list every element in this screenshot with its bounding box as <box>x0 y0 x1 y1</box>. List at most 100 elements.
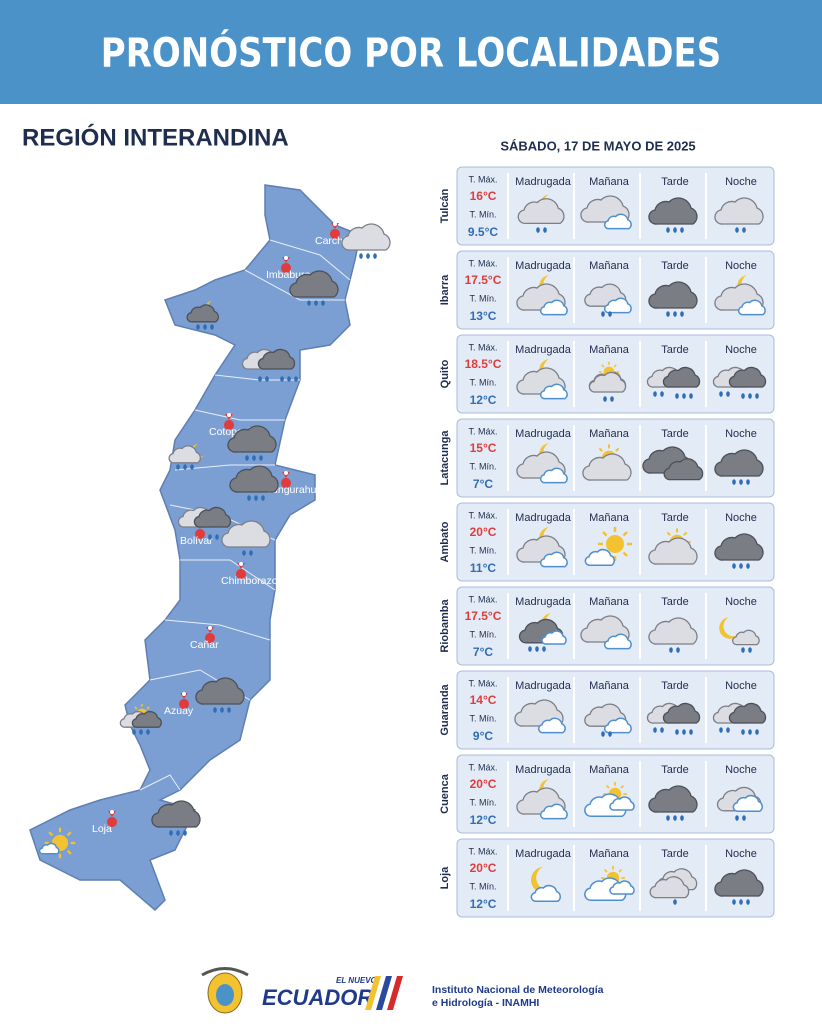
period-label: Noche <box>725 260 757 272</box>
dark-cloud <box>662 366 701 388</box>
rain-drop <box>536 227 540 233</box>
dark-cloud <box>186 304 219 323</box>
sun-ray <box>605 784 610 789</box>
tmax-label: T. Máx. <box>468 762 497 772</box>
map-pin <box>224 414 235 431</box>
period-label: Mañana <box>589 428 630 440</box>
weather-icon <box>168 443 204 470</box>
icon-part <box>714 533 764 561</box>
cloud <box>649 876 690 899</box>
period-label: Tarde <box>661 848 689 860</box>
period-label: Tarde <box>661 176 689 188</box>
rain-drop <box>726 391 730 397</box>
icon-part <box>648 617 698 645</box>
rain-drop <box>601 311 605 317</box>
rain-drop <box>208 534 212 540</box>
period-label: Madrugada <box>515 764 572 776</box>
rain-drop <box>252 455 256 461</box>
sun-ray <box>613 364 617 368</box>
white-cloud <box>541 630 567 645</box>
rain-drop <box>739 899 743 905</box>
period-label: Madrugada <box>515 260 572 272</box>
tmin-label: T. Mín. <box>469 209 496 219</box>
weather-icon <box>289 270 339 306</box>
rain-drop <box>249 550 253 556</box>
rain-drop <box>732 563 736 569</box>
tmax-value: 20°C <box>470 777 497 791</box>
icon-part <box>649 876 690 899</box>
tmin-label: T. Mín. <box>469 629 496 639</box>
weather-icon <box>646 702 701 735</box>
dark-cloud <box>648 785 698 813</box>
tmax-label: T. Máx. <box>468 510 497 520</box>
weather-icon <box>648 785 698 821</box>
icon-part <box>588 371 627 393</box>
icon-part <box>714 449 764 477</box>
coat-of-arms-center <box>216 984 234 1006</box>
city-name: Tulcán <box>439 188 451 223</box>
rain-drop <box>543 227 547 233</box>
weather-icon <box>530 866 561 902</box>
page-title: PRONÓSTICO POR LOCALIDADES <box>101 29 721 76</box>
rain-drop <box>689 393 693 399</box>
weather-icon <box>584 782 635 817</box>
icon-part <box>151 800 201 828</box>
dark-cloud <box>227 425 277 453</box>
weather-icon <box>516 527 568 568</box>
period-label: Madrugada <box>515 848 572 860</box>
weather-icon <box>646 366 701 399</box>
weather-icon <box>38 827 76 859</box>
rain-drop <box>196 324 200 330</box>
rain-drop <box>676 647 680 653</box>
white-cloud <box>609 880 635 895</box>
sun-ray <box>683 531 688 536</box>
rain-drop <box>245 455 249 461</box>
icon-part <box>131 710 162 728</box>
map-label: Tungurahua <box>266 484 322 496</box>
rain-drop <box>176 830 180 836</box>
brand-stripe <box>387 976 403 1010</box>
period-label: Tarde <box>661 260 689 272</box>
white-cloud <box>603 297 632 314</box>
icon-part <box>539 803 568 820</box>
sun-ray <box>622 531 628 537</box>
white-cloud <box>38 842 60 855</box>
rain-drop <box>719 727 723 733</box>
period-label: Mañana <box>589 512 630 524</box>
rain-drop <box>673 899 677 905</box>
icon-part <box>517 198 565 225</box>
period-label: Mañana <box>589 680 630 692</box>
dark-cloud <box>648 197 698 225</box>
rain-drop <box>373 253 377 259</box>
rain-drop <box>746 479 750 485</box>
rain-drop <box>653 391 657 397</box>
tmax-value: 17.5°C <box>465 273 502 287</box>
weather-icon <box>241 348 298 382</box>
sun-ray <box>66 831 72 837</box>
map-pin-dot <box>333 222 337 226</box>
white-cloud <box>539 299 568 316</box>
dark-cloud <box>714 533 764 561</box>
sun-ray <box>601 364 605 368</box>
dark-cloud <box>714 449 764 477</box>
rain-drop <box>675 393 679 399</box>
white-cloud <box>539 803 568 820</box>
rain-drop <box>666 311 670 317</box>
tmin-value: 7°C <box>473 477 493 491</box>
rain-drop <box>726 727 730 733</box>
dark-cloud <box>662 702 701 724</box>
icon-part <box>648 785 698 813</box>
tmin-label: T. Mín. <box>469 461 496 471</box>
cloud <box>168 445 201 464</box>
weather-icon <box>341 223 391 259</box>
brand-stripe <box>365 976 381 1010</box>
rain-drop <box>680 227 684 233</box>
rain-drop <box>748 393 752 399</box>
dark-cloud <box>195 677 245 705</box>
map-pin-dot <box>182 692 186 696</box>
period-label: Noche <box>725 848 757 860</box>
tmin-label: T. Mín. <box>469 545 496 555</box>
rain-drop <box>294 376 298 382</box>
